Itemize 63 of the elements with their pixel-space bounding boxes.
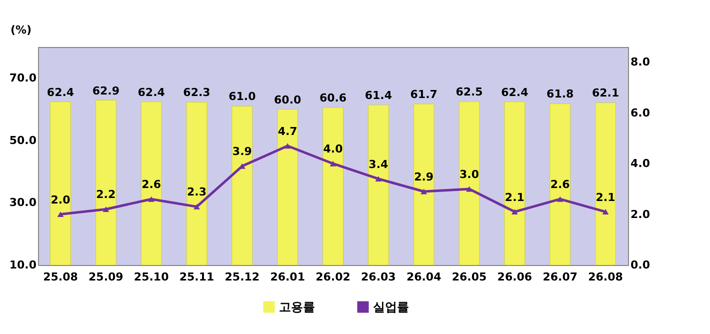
point <box>420 188 427 194</box>
data-label: 2.2 <box>96 188 116 202</box>
data-label: 3.9 <box>232 145 252 158</box>
x-tick-label: 26.07 <box>542 270 578 284</box>
x-tick-label: 25.08 <box>43 270 78 284</box>
x-tick-label: 26.01 <box>270 270 305 284</box>
data-label: 60.0 <box>274 93 302 106</box>
y2-tick-label: 2.0 <box>630 208 650 221</box>
point <box>466 186 472 192</box>
y2-tick-label: 8.0 <box>630 56 650 69</box>
data-label: 61.7 <box>410 88 438 101</box>
data-label: 62.4 <box>46 86 74 99</box>
point <box>57 212 64 218</box>
x-tick-label: 26.06 <box>497 270 532 284</box>
x-tick-label: 25.11 <box>179 270 214 284</box>
data-label: 2.1 <box>596 190 616 204</box>
point <box>330 160 336 166</box>
x-tick-label: 26.08 <box>588 270 623 284</box>
x-tick-label: 25.12 <box>224 270 260 284</box>
data-label: 62.1 <box>592 86 620 100</box>
y-tick-label: 10.0 <box>9 258 37 272</box>
data-label: 62.3 <box>183 86 210 100</box>
point <box>602 209 609 215</box>
data-label: 4.0 <box>323 142 344 156</box>
y-tick-label: 70.0 <box>9 72 37 85</box>
data-label: 2.0 <box>50 193 71 206</box>
point <box>148 196 154 202</box>
data-label: 2.9 <box>414 170 434 184</box>
data-label: 2.6 <box>142 178 162 192</box>
data-label: 2.6 <box>550 178 570 192</box>
data-label: 62.4 <box>138 86 166 99</box>
y-tick-label: 50.0 <box>9 134 37 147</box>
legend-label: 실업률 <box>373 300 409 314</box>
y2-tick-label: 0.0 <box>630 258 650 272</box>
data-label: 60.6 <box>319 91 347 104</box>
data-label: 62.5 <box>456 86 483 98</box>
x-tick-label: 26.02 <box>316 270 350 284</box>
data-label: 61.8 <box>546 88 574 101</box>
point <box>375 176 382 182</box>
point <box>102 206 110 212</box>
y-axis-title: (%) <box>10 24 32 36</box>
point <box>284 143 291 149</box>
data-label: 3.4 <box>368 158 388 171</box>
data-label: 61.4 <box>364 88 392 102</box>
data-label: 4.7 <box>278 124 298 138</box>
data-label: 3.0 <box>460 168 480 181</box>
data-label: 2.1 <box>504 190 524 204</box>
y-tick-label: 30.0 <box>9 196 37 210</box>
point <box>512 209 518 215</box>
x-tick-label: 26.04 <box>406 270 442 284</box>
x-tick-label: 26.05 <box>452 270 487 284</box>
x-tick-label: 25.09 <box>88 270 124 284</box>
y2-tick-label: 4.0 <box>630 157 650 170</box>
legend-label: 고용률 <box>279 300 315 314</box>
point <box>194 204 200 210</box>
y2-tick-label: 6.0 <box>630 106 650 120</box>
x-tick-label: 25.10 <box>134 270 170 284</box>
data-label: 62.9 <box>92 84 120 98</box>
data-label: 2.3 <box>186 186 206 199</box>
x-tick-label: 26.03 <box>361 270 396 284</box>
data-label: 62.4 <box>501 86 529 99</box>
point <box>556 196 564 202</box>
data-label: 61.0 <box>228 90 256 104</box>
